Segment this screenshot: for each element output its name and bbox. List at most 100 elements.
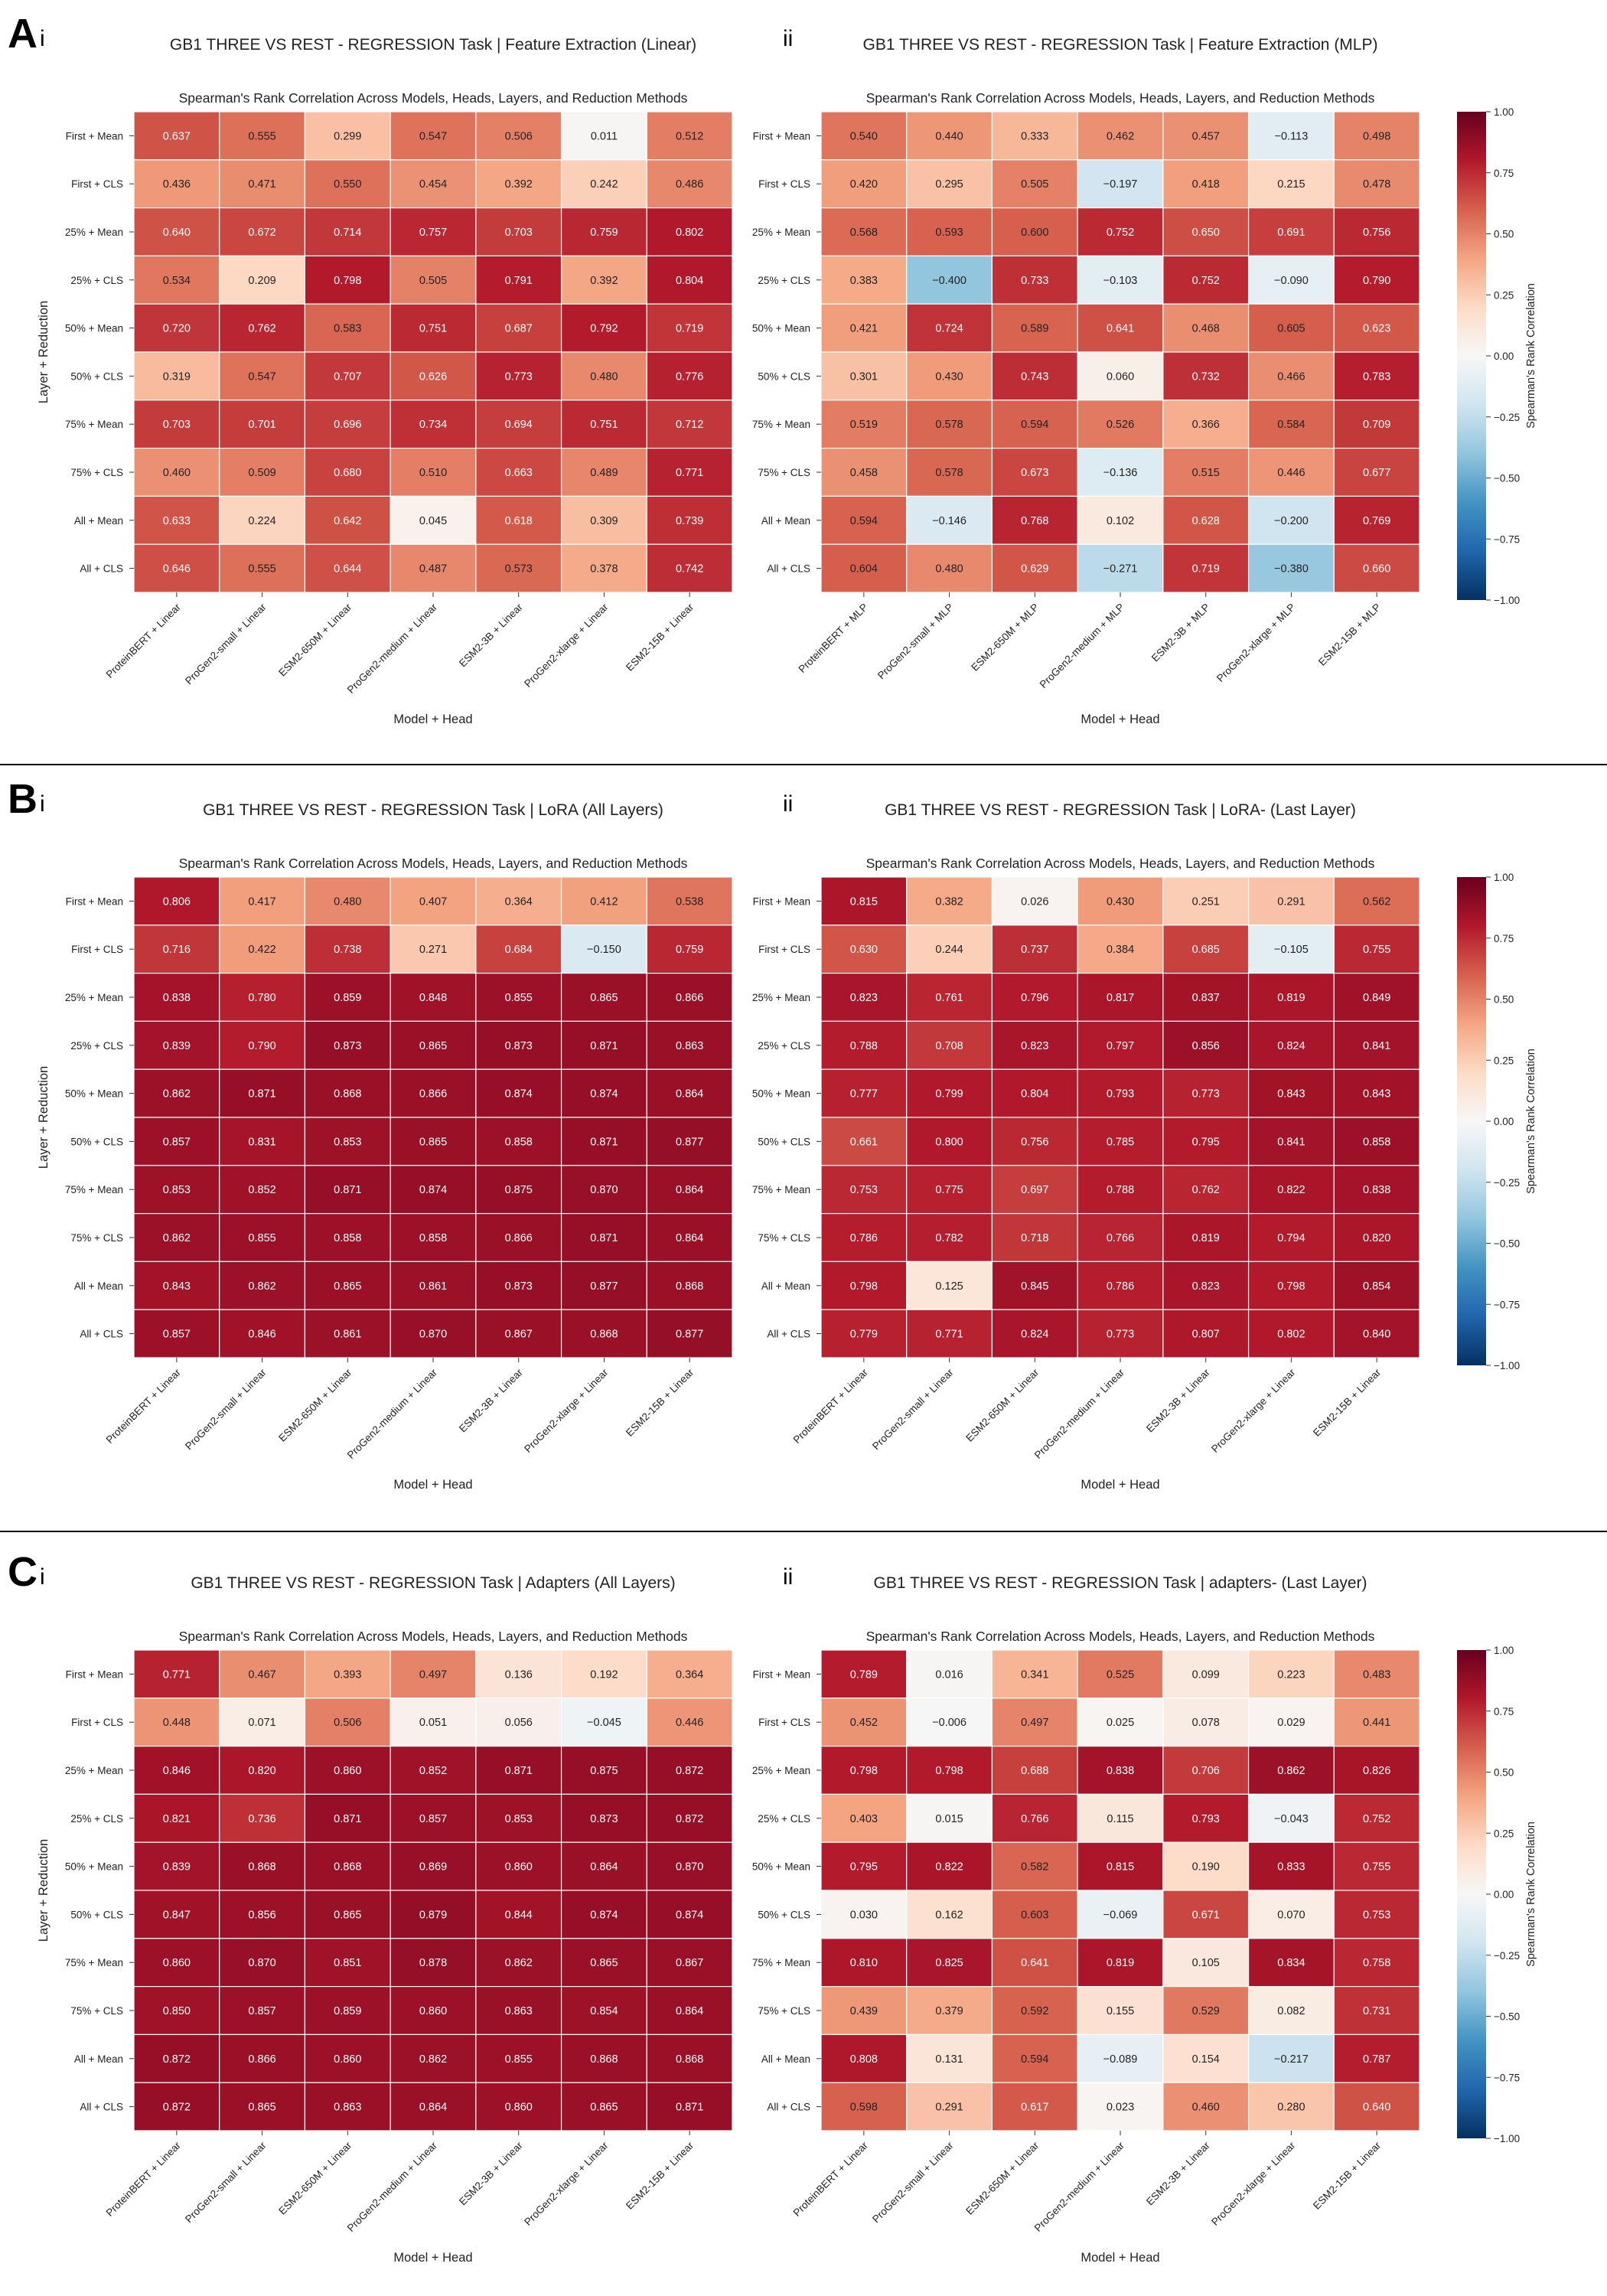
heatmap-cell bbox=[646, 1986, 733, 2036]
x-tick-label: ESM2-3B + Linear bbox=[457, 2139, 525, 2207]
panel-sublabel: ii bbox=[783, 791, 793, 817]
x-tick-label: ESM2-650M + Linear bbox=[276, 2139, 354, 2216]
cell-value-label: 0.834 bbox=[1277, 1957, 1305, 1969]
cell-value-label: 0.478 bbox=[1363, 178, 1390, 191]
y-tick-label: All + Mean bbox=[761, 2053, 810, 2065]
colorbar-tick-label: 0.25 bbox=[1494, 1055, 1514, 1066]
heatmap-cell bbox=[906, 1165, 993, 1215]
heatmap-cell bbox=[1162, 1938, 1250, 1988]
cell-value-label: 0.798 bbox=[850, 1765, 878, 1777]
cell-value-label: 0.467 bbox=[248, 1668, 275, 1681]
y-tick-label: All + Mean bbox=[761, 515, 810, 527]
cell-value-label: 0.505 bbox=[419, 275, 447, 287]
heatmap-cell bbox=[560, 1793, 647, 1843]
cell-value-label: −0.089 bbox=[1103, 2053, 1138, 2066]
heatmap-cell bbox=[133, 1309, 220, 1358]
heatmap-cell bbox=[390, 876, 477, 926]
cell-value-label: 0.843 bbox=[1277, 1088, 1305, 1101]
heatmap-cell bbox=[219, 207, 306, 257]
cell-value-label: 0.795 bbox=[850, 1861, 878, 1874]
heatmap-cell bbox=[475, 925, 562, 974]
cell-value-label: 0.759 bbox=[676, 944, 703, 956]
heatmap-cell bbox=[1162, 351, 1250, 401]
cell-value-label: 0.742 bbox=[676, 563, 703, 576]
cell-value-label: 0.870 bbox=[248, 1957, 275, 1969]
cell-value-label: 0.703 bbox=[163, 419, 191, 431]
heatmap-cell bbox=[304, 1068, 391, 1118]
heatmap-cell bbox=[219, 255, 306, 305]
cell-value-label: 0.855 bbox=[505, 2053, 533, 2066]
cell-value-label: 0.011 bbox=[591, 130, 618, 142]
cell-value-label: 0.860 bbox=[419, 2005, 447, 2017]
heatmap-cell bbox=[304, 1746, 391, 1795]
cell-value-label: 0.393 bbox=[334, 1668, 361, 1681]
cell-value-label: 0.804 bbox=[1021, 1088, 1048, 1101]
cell-value-label: 0.793 bbox=[1107, 1088, 1134, 1101]
heatmap-cell bbox=[219, 876, 306, 926]
cell-value-label: 0.422 bbox=[248, 944, 275, 956]
heatmap-cell bbox=[906, 255, 993, 305]
heatmap-cell bbox=[133, 2033, 220, 2083]
y-tick-label: All + CLS bbox=[767, 563, 810, 575]
cell-value-label: 0.862 bbox=[419, 2053, 447, 2066]
y-tick-label: 25% + CLS bbox=[758, 1813, 810, 1825]
y-tick-label: 25% + CLS bbox=[70, 1040, 123, 1052]
heatmap-cell bbox=[1247, 447, 1335, 497]
cell-value-label: 0.568 bbox=[850, 227, 878, 239]
cell-value-label: 0.578 bbox=[935, 419, 963, 431]
cell-value-label: 0.737 bbox=[1021, 944, 1048, 956]
y-axis-label: Layer + Reduction bbox=[37, 1839, 51, 1942]
heatmap-cell bbox=[991, 495, 1078, 545]
cell-value-label: 0.794 bbox=[1277, 1232, 1305, 1244]
cell-value-label: 0.873 bbox=[505, 1280, 533, 1293]
heatmap-cell bbox=[304, 876, 391, 926]
cell-value-label: 0.783 bbox=[1363, 370, 1390, 383]
heatmap-cell bbox=[560, 1261, 647, 1310]
cell-value-label: 0.604 bbox=[850, 563, 878, 576]
cell-value-label: 0.407 bbox=[419, 895, 447, 908]
heatmap-cell bbox=[304, 1117, 391, 1166]
x-axis-label: Model + Head bbox=[393, 2251, 472, 2265]
heatmap-cell bbox=[560, 1986, 647, 2036]
heatmap-cell bbox=[1162, 447, 1250, 497]
heatmap-cell bbox=[390, 2033, 477, 2083]
cell-value-label: 0.879 bbox=[419, 1909, 447, 1921]
cell-value-label: 0.877 bbox=[590, 1280, 618, 1293]
cell-value-label: 0.873 bbox=[334, 1040, 361, 1052]
y-tick-label: 50% + Mean bbox=[752, 323, 810, 334]
heatmap-cell bbox=[304, 351, 391, 401]
cell-value-label: 0.333 bbox=[1021, 130, 1048, 142]
heatmap-cell bbox=[1333, 1261, 1420, 1310]
cell-value-label: 0.860 bbox=[334, 2053, 361, 2066]
cell-value-label: 0.707 bbox=[334, 370, 361, 383]
cell-value-label: 0.863 bbox=[334, 2102, 361, 2114]
panel-letter: C bbox=[8, 1549, 37, 1595]
cell-value-label: −0.069 bbox=[1103, 1909, 1138, 1921]
cell-value-label: 0.712 bbox=[676, 419, 703, 431]
heatmap-cell bbox=[991, 1068, 1078, 1118]
cell-value-label: 0.605 bbox=[1277, 323, 1305, 335]
cell-value-label: 0.865 bbox=[590, 1957, 618, 1969]
heatmap-cell bbox=[1077, 1068, 1164, 1118]
chart-subtitle: Spearman's Rank Correlation Across Model… bbox=[179, 1629, 688, 1644]
cell-value-label: 0.851 bbox=[334, 1957, 361, 1969]
cell-value-label: 0.105 bbox=[1192, 1957, 1220, 1969]
cell-value-label: 0.850 bbox=[163, 2005, 191, 2017]
y-tick-label: All + Mean bbox=[74, 1280, 123, 1292]
y-tick-label: 75% + Mean bbox=[65, 1957, 123, 1968]
cell-value-label: 0.871 bbox=[334, 1184, 361, 1196]
cell-value-label: 0.796 bbox=[1021, 992, 1048, 1004]
cell-value-label: 0.860 bbox=[505, 2102, 533, 2114]
heatmap-cell bbox=[1162, 255, 1250, 305]
colorbar-tick-label: 0.25 bbox=[1494, 1828, 1514, 1839]
cell-value-label: 0.867 bbox=[676, 1957, 703, 1969]
cell-value-label: 0.782 bbox=[935, 1232, 963, 1244]
heatmap-cell bbox=[304, 1793, 391, 1843]
chart-title: GB1 THREE VS REST - REGRESSION Task | Lo… bbox=[203, 801, 663, 819]
heatmap-cell bbox=[219, 1068, 306, 1118]
cell-value-label: 0.732 bbox=[1192, 370, 1220, 383]
y-tick-label: First + Mean bbox=[66, 895, 123, 907]
